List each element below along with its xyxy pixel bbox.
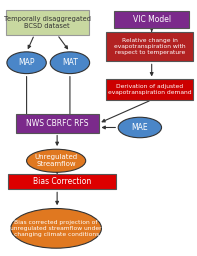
- Ellipse shape: [118, 117, 162, 138]
- Text: Temporally disaggregated
BCSD dataset: Temporally disaggregated BCSD dataset: [4, 16, 91, 29]
- FancyBboxPatch shape: [106, 79, 193, 100]
- Text: MAP: MAP: [18, 58, 35, 67]
- Text: Unregulated
Streamflow: Unregulated Streamflow: [35, 154, 78, 167]
- Text: MAT: MAT: [62, 58, 78, 67]
- Ellipse shape: [50, 52, 90, 74]
- Text: Derivation of adjusted
evapotranspiration demand: Derivation of adjusted evapotranspiratio…: [108, 84, 191, 95]
- Text: Bias corrected projection of
unregulated streamflow under
changing climate condi: Bias corrected projection of unregulated…: [10, 220, 102, 237]
- FancyBboxPatch shape: [6, 10, 89, 35]
- FancyBboxPatch shape: [114, 11, 189, 28]
- Ellipse shape: [27, 149, 86, 172]
- Text: VIC Model: VIC Model: [133, 15, 171, 24]
- Text: Bias Correction: Bias Correction: [33, 177, 91, 186]
- FancyBboxPatch shape: [8, 174, 116, 189]
- Text: NWS CBRFC RFS: NWS CBRFC RFS: [26, 119, 88, 128]
- Text: MAE: MAE: [132, 123, 148, 132]
- Ellipse shape: [7, 52, 46, 74]
- FancyBboxPatch shape: [106, 32, 193, 61]
- Text: Relative change in
evapotranspiration with
respect to temperature: Relative change in evapotranspiration wi…: [114, 38, 186, 55]
- FancyBboxPatch shape: [16, 114, 98, 133]
- Ellipse shape: [11, 208, 101, 248]
